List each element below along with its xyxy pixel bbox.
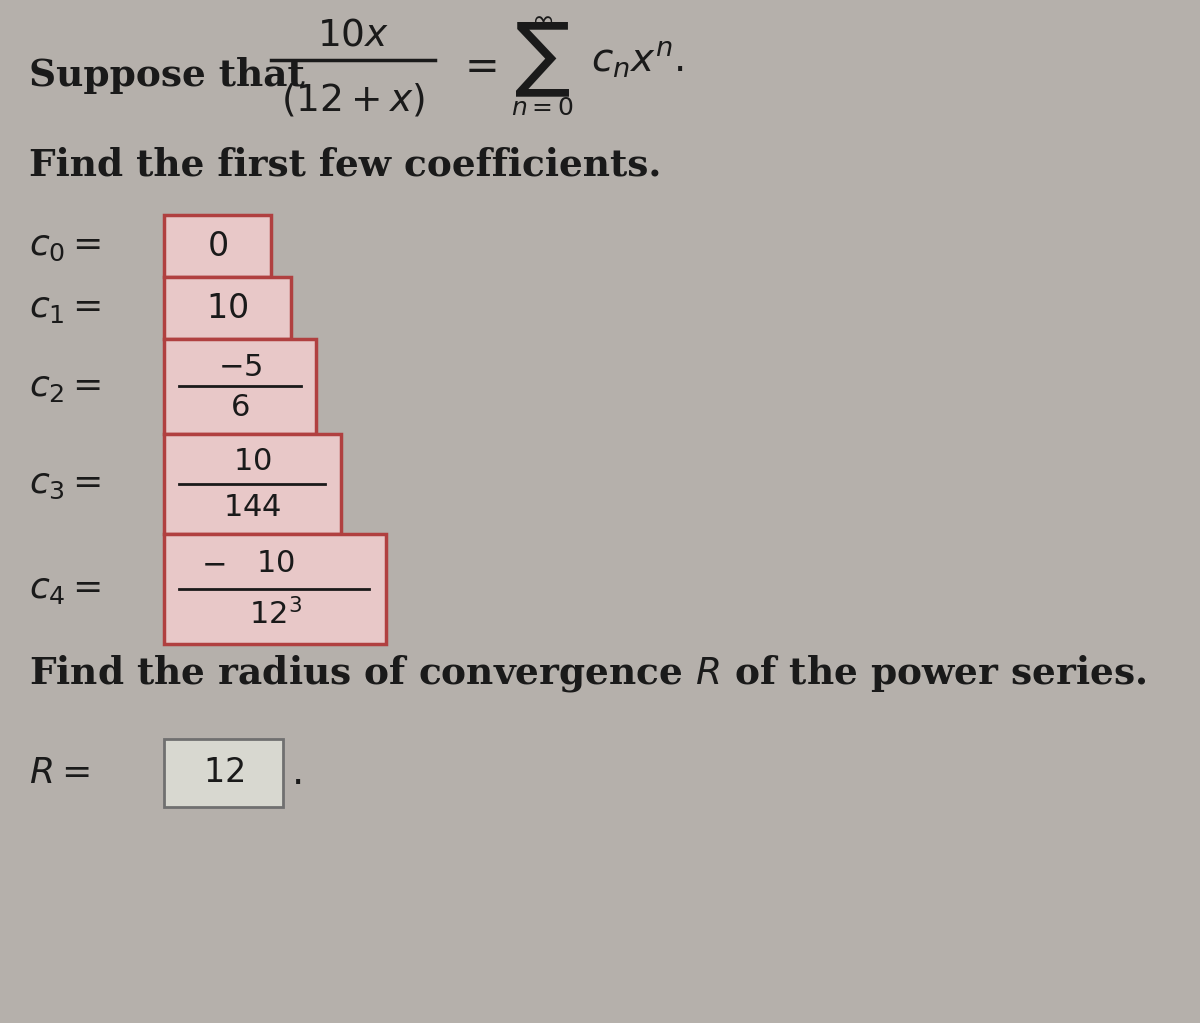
Text: $-$: $-$	[202, 549, 226, 578]
Text: $0$: $0$	[208, 229, 228, 263]
Bar	[164, 277, 292, 339]
Bar	[164, 215, 271, 277]
Text: $\infty$: $\infty$	[530, 6, 553, 34]
Text: .: .	[292, 754, 304, 792]
Text: $12$: $12$	[203, 756, 244, 790]
Text: $10$: $10$	[256, 549, 294, 578]
Bar	[164, 534, 386, 644]
Text: Suppose that: Suppose that	[29, 56, 305, 93]
Text: $c_n x^n.$: $c_n x^n.$	[592, 40, 684, 80]
Text: $c_3 =$: $c_3 =$	[29, 468, 101, 501]
Bar	[164, 339, 316, 434]
Text: $(12 + x)$: $(12 + x)$	[281, 82, 425, 119]
Bar	[164, 739, 283, 807]
Text: $10$: $10$	[206, 292, 248, 324]
Text: Find the radius of convergence $R$ of the power series.: Find the radius of convergence $R$ of th…	[29, 654, 1146, 695]
Text: $6$: $6$	[230, 393, 250, 421]
Bar	[164, 434, 341, 534]
Text: $-5$: $-5$	[217, 353, 262, 382]
Text: $10x$: $10x$	[317, 17, 389, 53]
Text: $c_1 =$: $c_1 =$	[29, 291, 101, 325]
Text: $\sum$: $\sum$	[514, 20, 570, 99]
Text: $12^3$: $12^3$	[248, 597, 301, 630]
Text: $n{=}0$: $n{=}0$	[510, 96, 574, 120]
Text: $c_2 =$: $c_2 =$	[29, 369, 101, 403]
Text: Find the first few coefficients.: Find the first few coefficients.	[29, 146, 661, 183]
Text: $R =$: $R =$	[29, 756, 89, 790]
Text: $144$: $144$	[223, 492, 281, 522]
Text: $c_4 =$: $c_4 =$	[29, 572, 101, 606]
Text: $10$: $10$	[233, 447, 271, 477]
Text: $c_0 =$: $c_0 =$	[29, 229, 101, 263]
Text: $=$: $=$	[456, 44, 497, 86]
